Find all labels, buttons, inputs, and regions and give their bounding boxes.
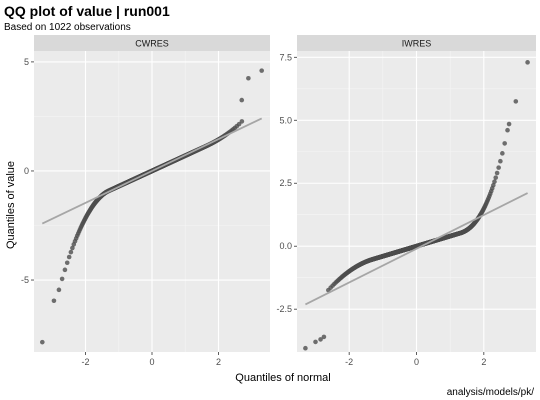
x-ticks: -2 0 2 (345, 352, 486, 367)
x-tick-label: -2 (82, 357, 90, 367)
strip-label: CWRES (135, 39, 169, 49)
y-tick-label: 5.0 (279, 115, 292, 125)
data-point (500, 151, 505, 156)
data-point (321, 334, 327, 340)
chart-subtitle: Based on 1022 observations (4, 22, 131, 33)
data-point (56, 287, 62, 293)
data-point (64, 260, 70, 266)
data-point (498, 158, 503, 164)
y-tick-label: -2.5 (276, 304, 292, 314)
data-point (66, 254, 72, 260)
data-point (525, 60, 530, 65)
data-point (513, 99, 519, 104)
data-point (496, 165, 501, 170)
y-ticks: -2.5 0.0 2.5 5.0 7.5 (276, 52, 297, 314)
data-point (491, 182, 496, 188)
data-point (40, 339, 45, 345)
panel-iwres: IWRES -2 0 2 -2.5 0.0 2.5 5.0 7.5 (276, 35, 536, 367)
strip-bg (34, 35, 270, 51)
grid-minor (34, 51, 270, 352)
y-tick-label: 7.5 (279, 52, 292, 62)
data-point (505, 127, 510, 133)
data-point (59, 276, 65, 282)
data-point (68, 249, 74, 255)
data-point (313, 339, 318, 345)
x-tick-label: 2 (481, 357, 486, 367)
y-tick-label: -5 (21, 275, 29, 285)
x-ticks: -2 0 2 (82, 352, 221, 367)
data-point (239, 119, 245, 124)
panel-cwres: CWRES -2 0 2 -5 0 5 (21, 35, 270, 367)
x-tick-label: 2 (216, 357, 221, 367)
data-point (246, 75, 251, 81)
data-point (502, 141, 507, 146)
reference-line (305, 192, 528, 306)
data-point (493, 175, 499, 180)
data-point (70, 245, 75, 251)
strip-label: IWRES (402, 39, 432, 49)
y-axis-title: Quantiles of value (5, 161, 17, 249)
x-tick-label: -2 (345, 357, 353, 367)
x-tick-label: 0 (149, 357, 154, 367)
data-point (506, 121, 512, 127)
data-point (318, 337, 323, 342)
caption: analysis/models/pk/ (447, 387, 534, 398)
x-tick-label: 0 (414, 357, 419, 367)
strip-bg (297, 35, 536, 51)
y-tick-label: 2.5 (279, 178, 292, 188)
x-axis-title: Quantiles of normal (235, 372, 330, 384)
reference-line (41, 117, 263, 225)
data-point (51, 298, 57, 304)
data-point (259, 68, 264, 73)
data-point (239, 97, 245, 103)
data-point (492, 179, 497, 184)
y-ticks: -5 0 5 (21, 57, 34, 285)
y-tick-label: 0 (24, 166, 29, 176)
data-point (303, 345, 308, 351)
y-tick-label: 5 (24, 57, 29, 67)
data-point (494, 170, 500, 176)
data-point (62, 267, 68, 273)
y-tick-label: 0.0 (279, 241, 292, 251)
chart-title: QQ plot of value | run001 (4, 3, 170, 19)
